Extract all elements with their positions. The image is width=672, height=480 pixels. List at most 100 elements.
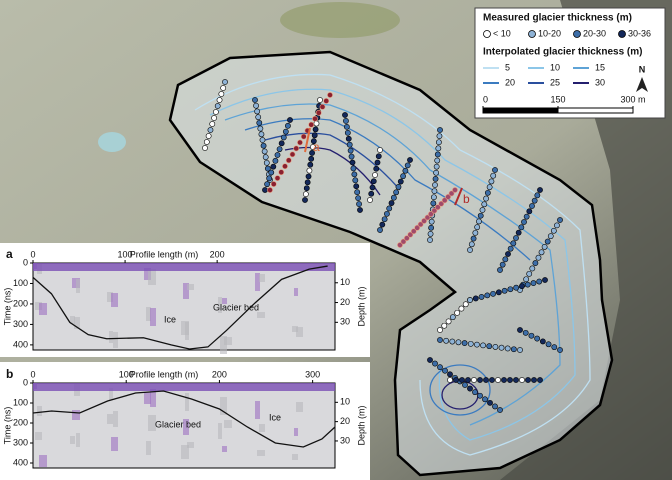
measurement-point	[504, 345, 511, 352]
measurement-point	[534, 335, 541, 342]
y2-tick-label: 20	[340, 416, 350, 426]
radargram-texture	[296, 327, 303, 337]
measurement-point	[207, 127, 214, 133]
measurement-point	[203, 139, 210, 145]
measurement-point	[311, 132, 318, 139]
legend-label: 5	[505, 62, 510, 72]
measurement-point	[554, 222, 560, 229]
radargram-texture	[259, 274, 265, 282]
measurement-point	[472, 229, 479, 236]
measurement-point	[437, 127, 443, 133]
profile-point	[300, 133, 307, 140]
radargram-texture	[144, 392, 151, 404]
legend-label: 10	[550, 62, 560, 72]
bed-line	[32, 390, 336, 448]
measurement-point	[497, 407, 503, 413]
measurement-point	[515, 229, 522, 236]
measurement-point	[252, 97, 258, 103]
measurement-point	[282, 128, 289, 135]
measurement-point	[220, 85, 227, 91]
legend-label: 30	[595, 77, 605, 87]
measurement-point	[222, 79, 228, 85]
measurement-point	[202, 145, 208, 151]
legend-label: 15	[595, 62, 605, 72]
radargram-texture	[146, 441, 151, 455]
measurement-point	[535, 254, 542, 261]
measurement-point	[397, 178, 404, 185]
measurement-point	[539, 338, 546, 345]
measurement-point	[462, 301, 469, 308]
measurement-point	[427, 237, 433, 243]
measurement-point	[343, 123, 350, 130]
radargram-texture	[39, 455, 47, 467]
legend-label: 20	[505, 77, 515, 87]
measurement-point	[306, 167, 313, 174]
measurement-point	[530, 280, 537, 286]
measurement-point	[478, 294, 485, 300]
y-tick-label: 0	[23, 257, 28, 267]
profile-point	[400, 238, 407, 245]
radargram-texture	[76, 433, 80, 447]
measurement-point	[507, 377, 513, 383]
y-tick-label: 300	[13, 437, 28, 447]
profile-point	[441, 197, 448, 204]
measurement-point	[343, 118, 349, 124]
measurement-point	[374, 159, 381, 166]
profile-point	[293, 145, 300, 152]
radargram-texture	[37, 406, 42, 416]
radargram-texture	[257, 450, 265, 456]
radargram-texture	[183, 419, 189, 435]
measurement-point	[434, 151, 441, 158]
y-tick-label: 100	[13, 278, 28, 288]
radargram-texture	[148, 269, 156, 285]
measurement-point	[449, 314, 456, 321]
radargram-texture	[113, 411, 118, 427]
y2-tick-label: 30	[340, 435, 350, 445]
measurement-point	[342, 112, 348, 118]
measurement-point	[347, 147, 354, 154]
measurement-point	[428, 218, 435, 225]
measurement-point	[484, 189, 491, 196]
measurement-point	[487, 399, 493, 406]
measurement-point	[254, 108, 261, 115]
measurement-point	[483, 195, 489, 202]
measurement-point	[467, 385, 473, 392]
profile-point	[403, 235, 410, 242]
measurement-point	[489, 377, 495, 383]
measurement-point	[354, 189, 361, 196]
radargram-texture	[222, 298, 227, 304]
measurement-point	[482, 396, 488, 403]
profile-point	[278, 169, 285, 176]
measurement-point	[472, 389, 478, 396]
profile-arrows	[304, 127, 463, 206]
measurement-point	[518, 224, 525, 231]
profile-point	[431, 207, 438, 214]
radargram-texture	[111, 437, 118, 451]
profile-point	[410, 228, 417, 235]
radargram-texture	[76, 279, 80, 293]
measurement-point	[531, 197, 538, 204]
measurement-point	[486, 343, 493, 350]
measurement-point	[302, 197, 308, 203]
measurement-point	[467, 247, 473, 253]
profile-point	[414, 224, 421, 231]
y-tick-label: 200	[13, 298, 28, 308]
measurement-point	[507, 286, 514, 293]
y2-tick-label: 10	[340, 397, 350, 407]
measurement-point	[525, 377, 531, 383]
radargram-texture	[257, 312, 265, 318]
measurement-point	[430, 194, 437, 201]
measurement-point	[486, 184, 493, 191]
measurement-point	[488, 178, 495, 185]
radargram-texture	[218, 423, 222, 439]
radargram-texture	[35, 432, 42, 440]
measurement-point	[257, 125, 264, 132]
measurement-point	[481, 201, 488, 208]
measurement-point	[557, 347, 563, 353]
measurement-point	[407, 157, 413, 163]
measurement-point	[260, 142, 267, 149]
measurement-point	[513, 284, 520, 291]
measurement-point	[287, 117, 293, 123]
measurement-point	[532, 260, 539, 266]
